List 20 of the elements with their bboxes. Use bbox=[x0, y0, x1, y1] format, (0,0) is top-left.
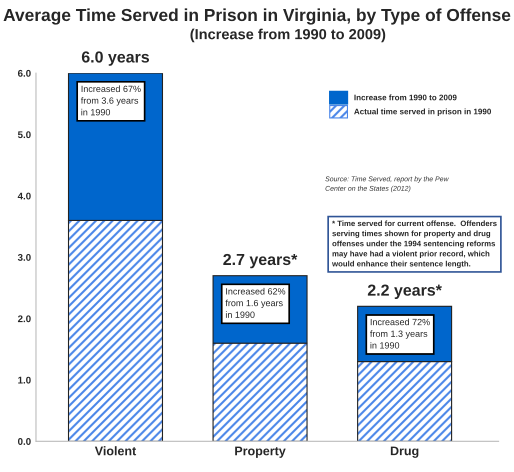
x-tick-label: Drug bbox=[390, 446, 418, 458]
x-tick-label: Property bbox=[235, 446, 286, 458]
y-tick-label: 0.0 bbox=[18, 438, 31, 445]
y-tick-label: 6.0 bbox=[18, 70, 31, 77]
y-tick-label: 1.0 bbox=[18, 376, 31, 384]
chart-title: Average Time Served in Prison in Virginia, by Type of Offense bbox=[4, 8, 510, 25]
chart-subtitle: (Increase from 1990 to 2009) bbox=[190, 28, 386, 42]
total-label: 2.2 years* bbox=[368, 284, 442, 299]
y-tick-label: 3.0 bbox=[18, 254, 31, 261]
x-tick-label: Violent bbox=[94, 446, 136, 456]
legend-label: Actual time served in prison in 1990 bbox=[354, 108, 492, 116]
y-tick-label: 5.0 bbox=[18, 131, 31, 138]
annotation: Increased 72% from 1.3 years in 1990 bbox=[370, 318, 430, 349]
legend-label: Increase from 1990 to 2009 bbox=[354, 94, 457, 100]
y-tick-label: 2.0 bbox=[18, 315, 31, 322]
annotation: Increased 62% from 1.6 years in 1990 bbox=[225, 288, 286, 318]
y-tick-label: 4.0 bbox=[18, 192, 31, 200]
annotation: Increased 67% from 3.6 years in 1990 bbox=[80, 85, 141, 116]
total-label: 2.7 years* bbox=[223, 254, 298, 268]
total-label: 6.0 years bbox=[82, 51, 150, 66]
